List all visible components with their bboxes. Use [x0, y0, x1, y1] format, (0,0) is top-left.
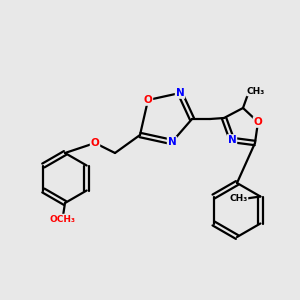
Text: CH₃: CH₃ [247, 86, 265, 95]
Text: OCH₃: OCH₃ [50, 214, 76, 224]
Text: N: N [176, 88, 184, 98]
Text: N: N [168, 137, 176, 147]
Text: CH₃: CH₃ [229, 194, 248, 203]
Text: N: N [228, 135, 236, 145]
Text: O: O [254, 117, 262, 127]
Text: O: O [144, 95, 152, 105]
Text: O: O [91, 138, 99, 148]
